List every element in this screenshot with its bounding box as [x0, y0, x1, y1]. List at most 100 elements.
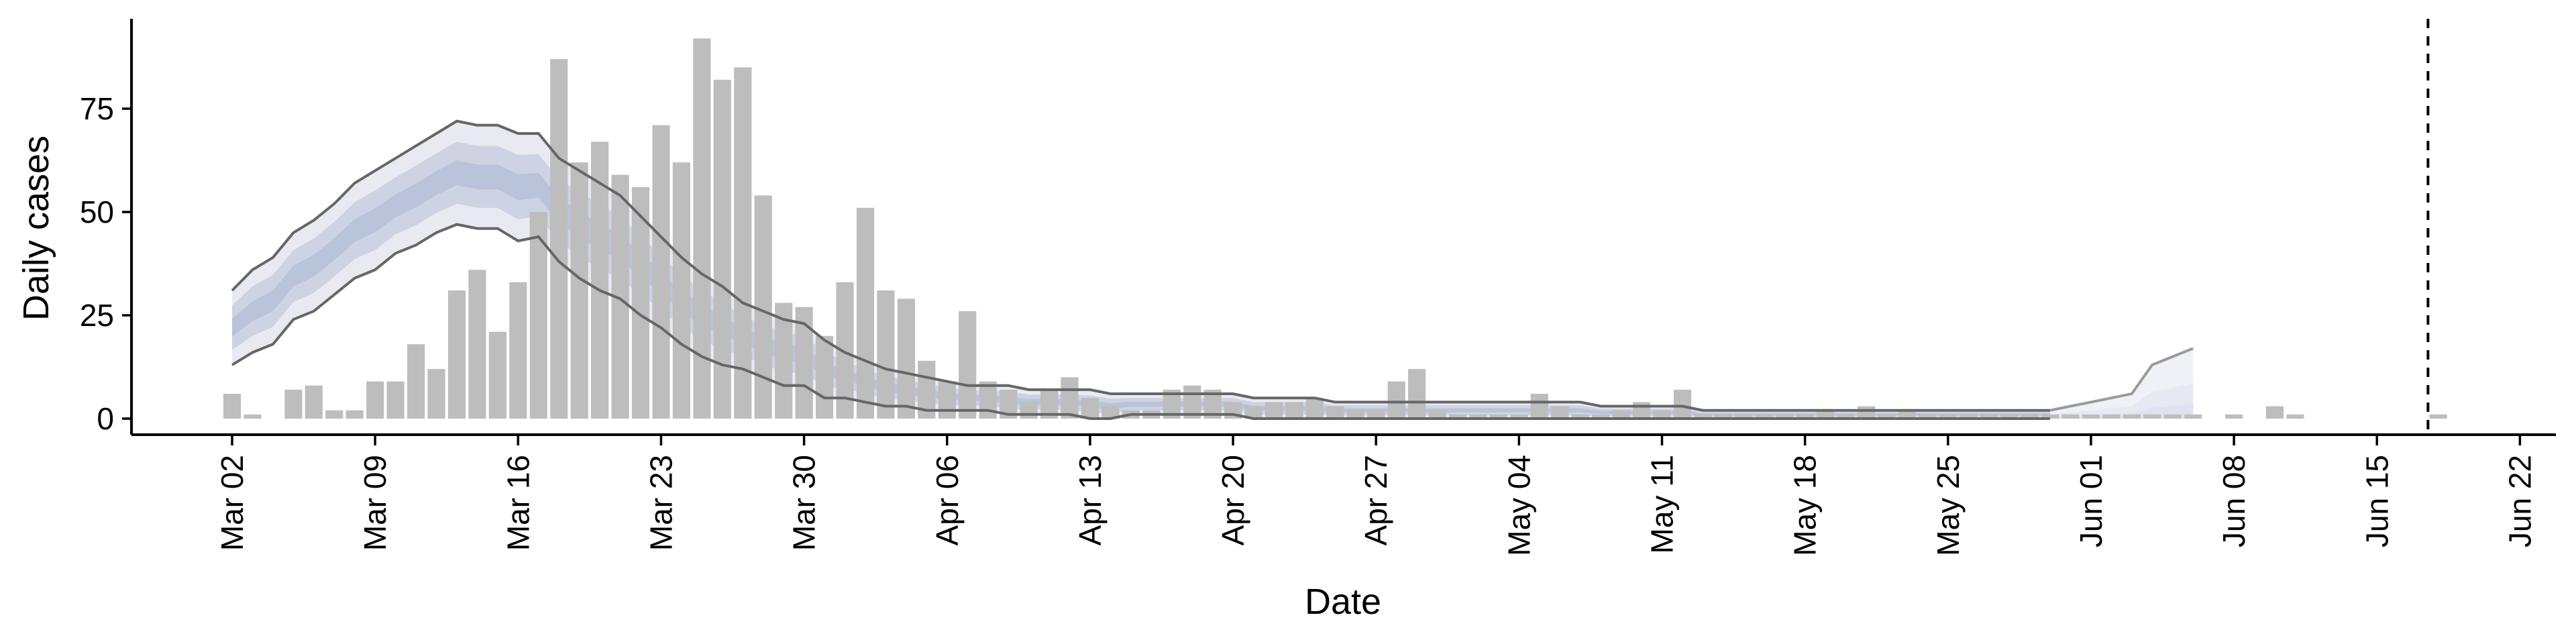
case-bar [1653, 410, 1671, 419]
axes: 0 25 50 75 Mar 02 Mar 09 Mar 16 Mar 23 Mar 30 Apr… [80, 19, 2556, 556]
case-bar [1061, 377, 1079, 419]
case-bar [795, 307, 813, 419]
case-bar [631, 187, 650, 419]
case-bar [468, 270, 486, 419]
case-bar [1592, 414, 1610, 419]
case-bar [1939, 414, 1957, 419]
case-bar [2163, 414, 2182, 419]
case-bar [775, 303, 793, 419]
case-bar [754, 195, 772, 419]
case-bar [734, 67, 752, 419]
case-bar [366, 381, 384, 419]
case-bar [447, 290, 466, 419]
case-bar [1081, 398, 1099, 419]
case-bar [2429, 414, 2447, 419]
case-bar [1735, 414, 1753, 419]
case-bar [1326, 406, 1344, 419]
case-bar [509, 282, 527, 419]
case-bar [1817, 410, 1835, 419]
case-bar [2082, 414, 2100, 419]
case-bar [2184, 414, 2202, 419]
case-bar [672, 162, 690, 419]
case-bar [979, 381, 997, 419]
case-bar [529, 212, 547, 419]
case-bar [2021, 414, 2039, 419]
x-axis-title: Date [1305, 582, 1381, 622]
case-bar [1980, 414, 1998, 419]
x-tick-label: May 04 [1501, 455, 1536, 556]
y-tick-label: 0 [97, 401, 114, 436]
x-tick-label: May 25 [1931, 455, 1966, 556]
case-bar [1960, 414, 1978, 419]
case-bar [2041, 414, 2059, 419]
estimate-interval-lines [231, 119, 2194, 420]
case-bar [427, 369, 445, 419]
y-tick-label: 50 [80, 195, 114, 229]
case-bar [2225, 414, 2243, 419]
x-tick-label: Mar 23 [643, 455, 678, 551]
x-tick-label: Apr 27 [1358, 455, 1393, 546]
case-bar [652, 125, 670, 419]
x-tick-label: May 18 [1788, 455, 1823, 556]
estimate-upper-line [231, 119, 2050, 412]
case-bar [2286, 414, 2304, 419]
case-bar [2265, 406, 2284, 419]
case-bar [284, 389, 303, 419]
x-tick-label: Apr 06 [930, 455, 965, 546]
case-bar [305, 385, 323, 419]
x-tick-label: Apr 13 [1073, 455, 1108, 546]
case-bar [1919, 414, 1937, 419]
x-tick-label: Apr 20 [1216, 455, 1250, 546]
case-bar [1285, 402, 1303, 419]
estimate-lower-line [231, 223, 2050, 420]
case-bar [2143, 414, 2161, 419]
x-tick-label: Jun 15 [2359, 455, 2394, 547]
case-bar [1898, 410, 1916, 419]
case-bar [550, 59, 568, 419]
forecast-upper-line [2049, 347, 2194, 412]
case-bar [1673, 389, 1692, 419]
x-tick-label: May 11 [1645, 455, 1680, 553]
y-tick-label: 25 [80, 298, 114, 333]
y-tick-label: 75 [80, 91, 114, 126]
case-bar [713, 79, 731, 419]
case-bar [1551, 406, 1569, 419]
case-bar [1408, 369, 1426, 419]
case-bar [1633, 402, 1651, 419]
case-bar [1367, 410, 1385, 419]
case-bar [1571, 414, 1589, 419]
case-bar [897, 299, 915, 419]
x-tick-label: Jun 01 [2074, 455, 2108, 547]
case-bar [1489, 414, 1507, 419]
case-bar [386, 381, 405, 419]
case-bar [1612, 410, 1630, 419]
case-bar [1469, 414, 1487, 419]
case-bar [1776, 414, 1794, 419]
case-bar [2061, 414, 2080, 419]
x-tick-label: Mar 16 [500, 455, 535, 551]
case-bar [959, 311, 977, 419]
case-bar [693, 38, 711, 419]
case-bar [407, 344, 425, 419]
case-bar [1530, 394, 1548, 419]
estimate-band-mid [232, 142, 2050, 417]
case-bar [816, 335, 834, 419]
case-bar [1020, 402, 1038, 419]
case-bar [1755, 414, 1773, 419]
case-bar [2102, 414, 2121, 419]
case-bar [1346, 410, 1364, 419]
case-bar [2000, 414, 2019, 419]
case-bar [325, 410, 343, 419]
case-bar [1837, 414, 1855, 419]
x-tick-label: Mar 30 [787, 455, 822, 551]
case-bar [1796, 414, 1814, 419]
estimate-band-inner [232, 160, 2050, 416]
case-bar [856, 207, 875, 419]
case-bar [345, 410, 364, 419]
case-bar [244, 414, 262, 419]
case-bar [2123, 414, 2141, 419]
case-bar [1387, 381, 1405, 419]
case-bar [938, 381, 956, 419]
x-tick-label: Mar 09 [358, 455, 392, 551]
